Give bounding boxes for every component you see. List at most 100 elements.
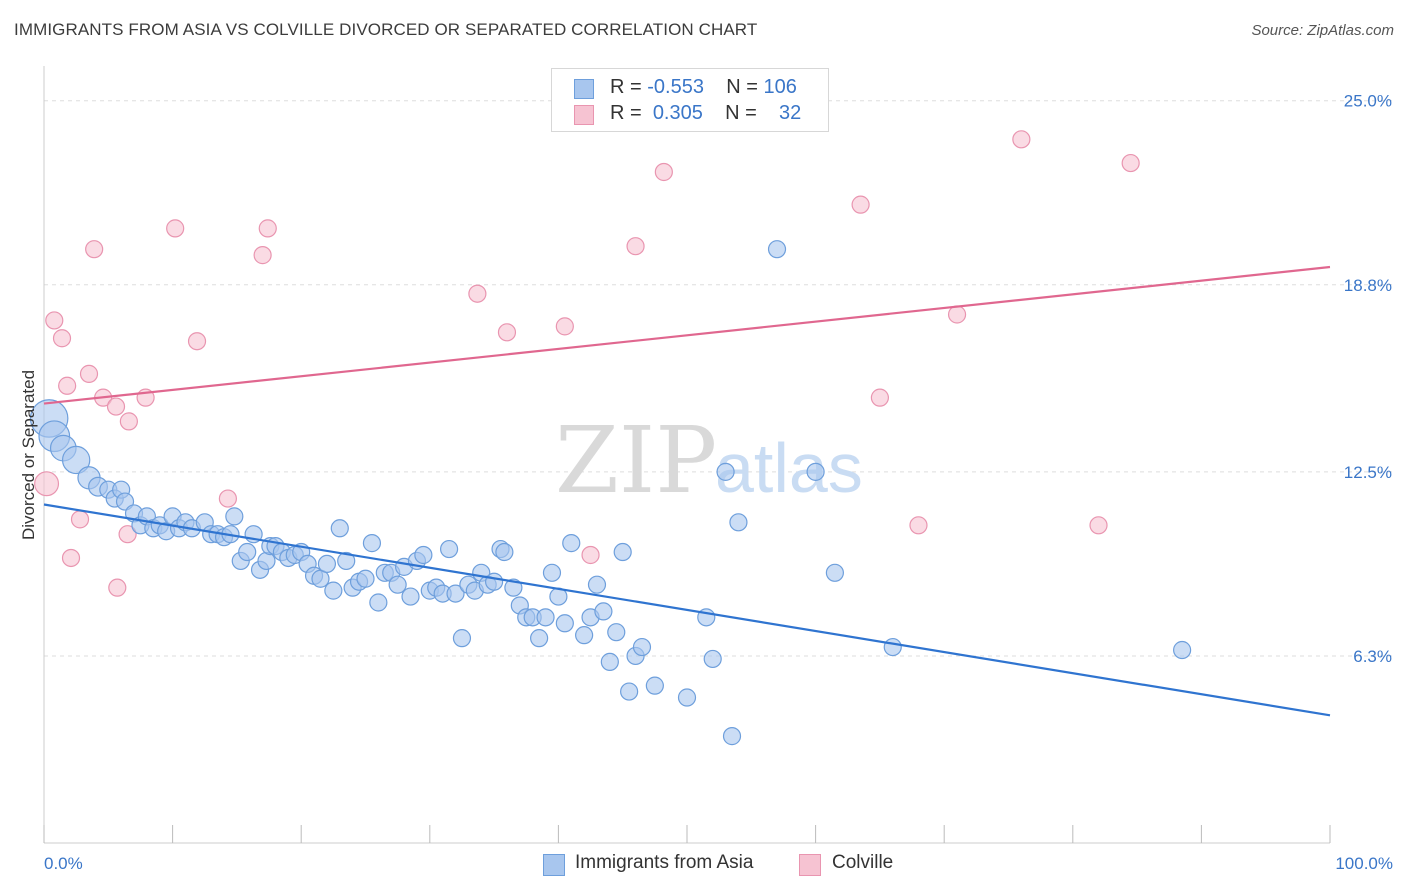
series-swatch-asia: [543, 854, 565, 876]
colville-point: [34, 471, 60, 497]
y-axis-label: Divorced or Separated: [19, 370, 38, 540]
y-tick-label: 18.8%: [1344, 276, 1392, 295]
asia-point: [446, 584, 465, 603]
colville-point: [258, 219, 277, 238]
series-swatch-colville: [799, 854, 821, 876]
asia-point: [883, 637, 902, 657]
asia-point: [504, 578, 523, 597]
colville-point: [909, 516, 928, 535]
colville-point: [118, 525, 137, 544]
series-label-colville: Colville: [832, 852, 894, 873]
colville-point: [187, 332, 207, 351]
colville-point: [218, 489, 237, 508]
legend-r-value-asia: -0.553: [647, 76, 704, 98]
asia-point: [337, 551, 356, 571]
legend-r-label: R =: [610, 76, 642, 98]
colville-point: [1121, 153, 1140, 173]
series-label-asia: Immigrants from Asia: [575, 852, 754, 873]
asia-point: [362, 534, 382, 553]
colville-point: [119, 412, 138, 431]
legend-r-value-colville: 0.305: [652, 102, 703, 124]
asia-point: [369, 593, 388, 612]
colville-point: [851, 195, 870, 214]
colville-point: [581, 545, 600, 565]
colville-point: [870, 388, 890, 407]
asia-point: [61, 445, 91, 475]
colville-point: [253, 246, 272, 265]
trend-lines: [43, 265, 1331, 717]
asia-point: [536, 608, 555, 627]
tick-labels: 6.3% 12.5% 18.8% 25.0% 0.0% 100.0%: [44, 92, 1393, 873]
colville-point: [52, 329, 72, 348]
asia-point: [716, 462, 735, 481]
asia-point: [632, 637, 652, 657]
asia-point: [703, 649, 722, 669]
y-tick-label: 25.0%: [1344, 92, 1392, 111]
asia-point: [225, 507, 244, 526]
asia-point: [555, 614, 574, 633]
colville-point: [79, 364, 99, 383]
asia-point: [414, 545, 433, 565]
asia-point: [324, 581, 343, 600]
legend-swatch-asia: [574, 79, 594, 99]
colville-point: [947, 305, 967, 324]
colville-point: [654, 162, 673, 182]
legend-n-value-asia: 106: [763, 76, 797, 98]
asia-point: [562, 534, 581, 553]
asia-point: [495, 542, 514, 562]
asia-point: [452, 629, 472, 648]
asia-point: [485, 572, 504, 591]
asia-point: [575, 626, 594, 645]
asia-point: [330, 519, 349, 538]
asia-point: [767, 240, 787, 259]
correlation-legend: R = -0.553 N = 106 R = 0.305 N = 32: [551, 68, 829, 132]
watermark-atlas: atlas: [715, 429, 863, 507]
colville-point: [1089, 516, 1108, 535]
grid-lines: [44, 100, 1392, 657]
asia-point: [722, 727, 742, 746]
legend-r-label: R =: [610, 102, 642, 124]
asia-point: [388, 575, 407, 594]
asia-point: [607, 623, 626, 642]
asia-point: [594, 602, 613, 621]
asia-point: [677, 688, 697, 707]
asia-point: [729, 513, 748, 532]
colville-point: [497, 323, 517, 342]
colville-point: [108, 578, 127, 597]
asia-point: [613, 542, 632, 562]
asia-point: [645, 676, 664, 695]
asia-point: [439, 539, 459, 559]
legend-n-value-colville: 32: [779, 102, 802, 124]
x-tick-label: 0.0%: [44, 854, 83, 873]
colville-point: [45, 311, 64, 330]
asia-point: [587, 575, 607, 594]
asia-point: [317, 554, 337, 574]
asia-point: [600, 652, 619, 671]
x-tick-label: 100.0%: [1335, 854, 1393, 873]
colville-point: [555, 317, 574, 336]
colville-point: [58, 376, 77, 395]
colville-point: [61, 548, 81, 568]
colville-point: [1012, 130, 1031, 149]
asia-point: [401, 587, 420, 606]
asia-point: [620, 682, 639, 701]
axes: [43, 66, 1331, 844]
chart-title: IMMIGRANTS FROM ASIA VS COLVILLE DIVORCE…: [14, 20, 758, 39]
colville-point: [106, 397, 126, 416]
colville-point: [85, 240, 104, 259]
colville-point: [626, 237, 645, 256]
colville-point: [166, 219, 185, 238]
asia-point: [257, 551, 276, 571]
colville-point: [468, 284, 487, 303]
source-label: Source: ZipAtlas.com: [1251, 22, 1394, 39]
asia-point: [356, 569, 375, 588]
y-tick-label: 6.3%: [1353, 647, 1392, 666]
colville-trend-line: [43, 265, 1331, 405]
asia-point: [542, 563, 562, 582]
legend-n-label: N =: [726, 76, 758, 98]
watermark-zip: ZIP: [555, 407, 717, 514]
asia-point: [1173, 640, 1192, 660]
legend-n-label: N =: [725, 102, 757, 124]
colville-point: [70, 510, 90, 529]
